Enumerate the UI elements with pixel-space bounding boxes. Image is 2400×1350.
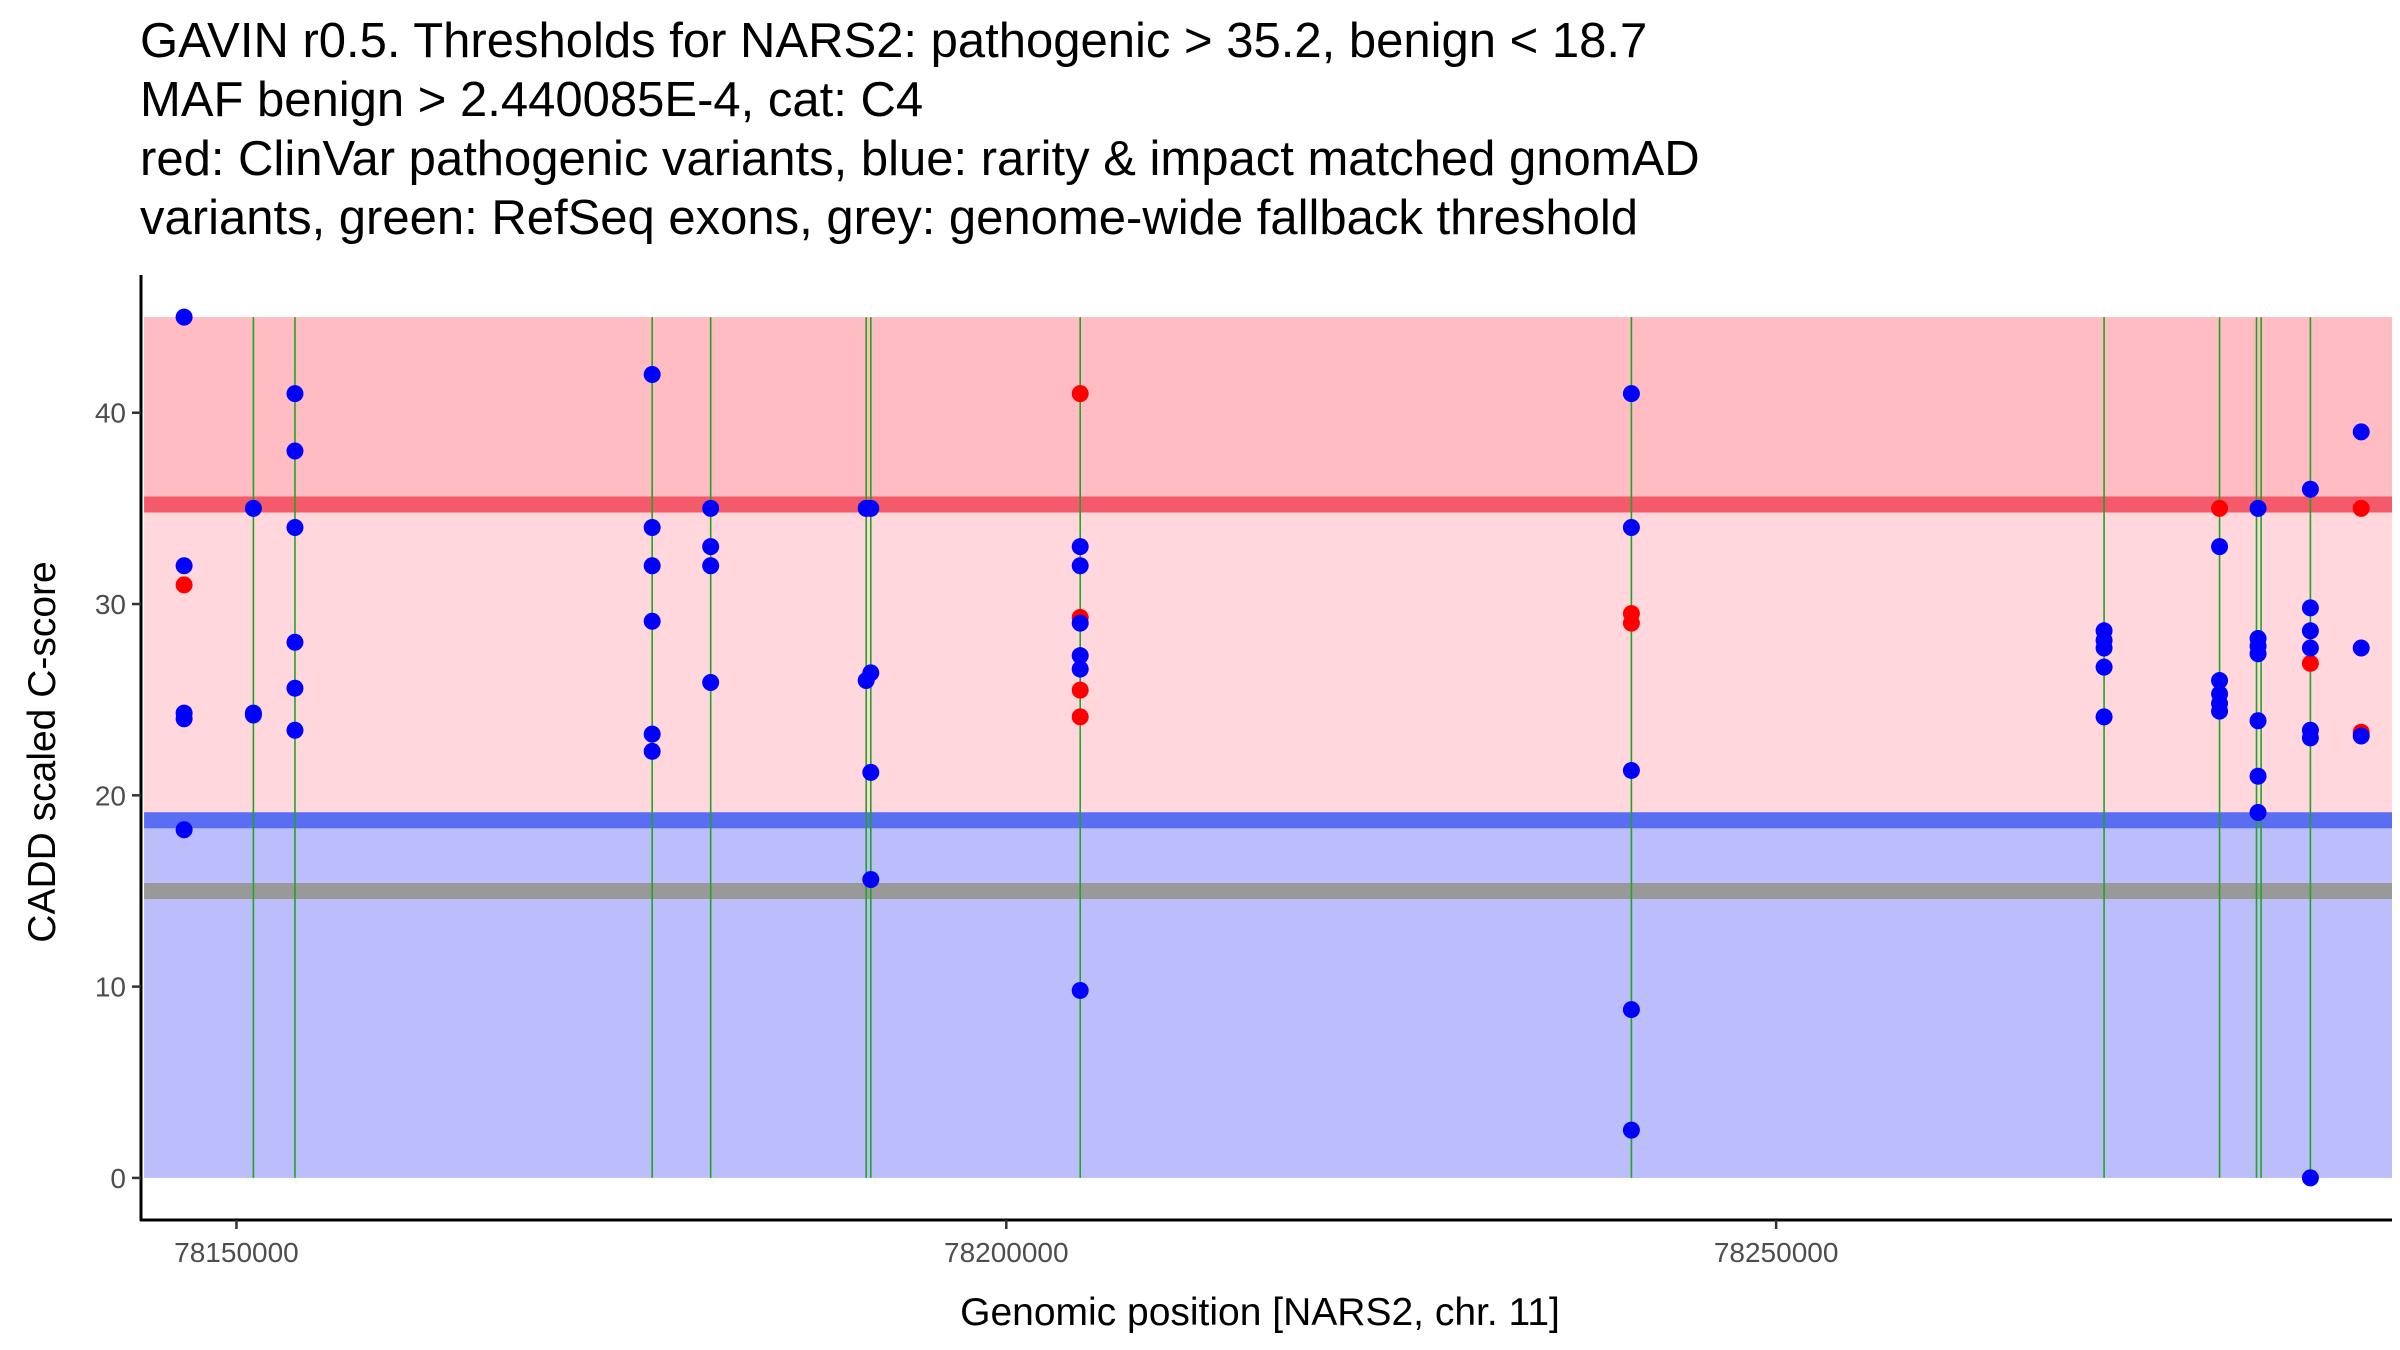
clinvar-pathogenic-point [1622, 614, 1640, 632]
y-tick-label: 20 [95, 780, 126, 811]
gnomad-variant-point [862, 870, 880, 888]
gnomad-variant-point [286, 633, 304, 651]
clinvar-pathogenic-point [175, 576, 193, 594]
x-axis-title: Genomic position [NARS2, chr. 11] [960, 1291, 1560, 1334]
clinvar-pathogenic-point [2352, 499, 2370, 517]
benign-region [144, 820, 2392, 1178]
y-tick-label: 0 [110, 1163, 126, 1194]
gnomad-variant-point [2301, 599, 2319, 617]
gnomad-variant-point [702, 557, 720, 575]
gnomad-variant-point [286, 519, 304, 537]
gnomad-variant-point [2249, 804, 2267, 822]
threshold-lines [144, 496, 2392, 899]
clinvar-pathogenic-point [1071, 681, 1089, 699]
clinvar-pathogenic-point [1071, 385, 1089, 403]
gnomad-variant-point [2249, 767, 2267, 785]
threshold-regions [144, 317, 2392, 1178]
title-line-2: MAF benign > 2.440085E-4, cat: C4 [140, 73, 924, 127]
gnomad-variant-point [1071, 538, 1089, 556]
gnomad-variant-point [1622, 519, 1640, 537]
gnomad-variant-point [2249, 499, 2267, 517]
gnomad-variant-point [643, 725, 661, 743]
clinvar-pathogenic-point [1071, 708, 1089, 726]
chart-title: GAVIN r0.5. Thresholds for NARS2: pathog… [140, 12, 1700, 248]
gnomad-variant-point [1622, 1001, 1640, 1019]
gnomad-variant-point [643, 612, 661, 630]
gnomad-variant-point [702, 538, 720, 556]
gnomad-variant-point [286, 385, 304, 403]
y-tick-label: 30 [95, 589, 126, 620]
clinvar-pathogenic-point [2301, 654, 2319, 672]
pathogenic-region [144, 317, 2392, 505]
axes: 0 10 20 30 40 78150000 78200000 78250000 [95, 275, 2392, 1268]
title-line-4: variants, green: RefSeq exons, grey: gen… [140, 191, 1639, 245]
gnomad-variant-point [1071, 660, 1089, 678]
gnomad-variant-point [2301, 1169, 2319, 1187]
gnomad-variant-point [286, 721, 304, 739]
gnomad-variant-point [862, 664, 880, 682]
gnomad-variant-point [702, 499, 720, 517]
gnomad-variant-point [2301, 622, 2319, 640]
gnomad-variant-point [2249, 645, 2267, 663]
gnomad-variant-point [286, 442, 304, 460]
gnomad-variant-point [2301, 639, 2319, 657]
gnomad-variant-point [862, 763, 880, 781]
gnomad-variant-point [175, 308, 193, 326]
gnomad-variant-point [1071, 614, 1089, 632]
gnomad-variant-point [286, 679, 304, 697]
gnomad-variant-point [2095, 639, 2113, 657]
gnomad-variant-point [2095, 658, 2113, 676]
uncertain-region [144, 504, 2392, 821]
y-tick-label: 40 [95, 398, 126, 429]
gnomad-variant-point [2352, 727, 2370, 745]
x-tick-label: 78150000 [174, 1237, 299, 1268]
gnomad-variant-point [2352, 639, 2370, 657]
gnomad-variant-point [2352, 423, 2370, 441]
x-tick-label: 78250000 [1714, 1237, 1839, 1268]
gnomad-variant-point [175, 557, 193, 575]
x-tick-label: 78200000 [944, 1237, 1069, 1268]
gnomad-variant-point [175, 821, 193, 839]
y-tick-label: 10 [95, 972, 126, 1003]
gnomad-variant-point [2301, 729, 2319, 747]
clinvar-pathogenic-point [2211, 499, 2229, 517]
gnomad-variant-point [643, 365, 661, 383]
title-line-1: GAVIN r0.5. Thresholds for NARS2: pathog… [140, 14, 1648, 68]
gnomad-variant-point [1071, 981, 1089, 999]
gnomad-variant-point [1071, 557, 1089, 575]
gnomad-variant-point [1071, 647, 1089, 665]
gnomad-variant-point [175, 710, 193, 728]
gnomad-variant-point [2211, 702, 2229, 720]
gnomad-variant-point [1622, 1121, 1640, 1139]
title-line-3: red: ClinVar pathogenic variants, blue: … [140, 132, 1700, 186]
gnomad-variant-point [2249, 712, 2267, 730]
gnomad-variant-point [2211, 672, 2229, 690]
gnomad-variant-point [244, 706, 262, 724]
gnomad-variant-point [643, 557, 661, 575]
gnomad-variant-point [1622, 761, 1640, 779]
gnomad-variant-point [1622, 385, 1640, 403]
gnomad-variant-point [2095, 708, 2113, 726]
gnomad-variant-point [643, 742, 661, 760]
gnomad-variant-point [862, 499, 880, 517]
gnomad-variant-point [2301, 480, 2319, 498]
gnomad-variant-point [2211, 538, 2229, 556]
gnomad-variant-point [244, 499, 262, 517]
gnomad-variant-point [643, 519, 661, 537]
variant-points [175, 308, 2370, 1187]
gnomad-variant-point [702, 673, 720, 691]
y-axis-title: CADD scaled C-score [21, 561, 64, 942]
